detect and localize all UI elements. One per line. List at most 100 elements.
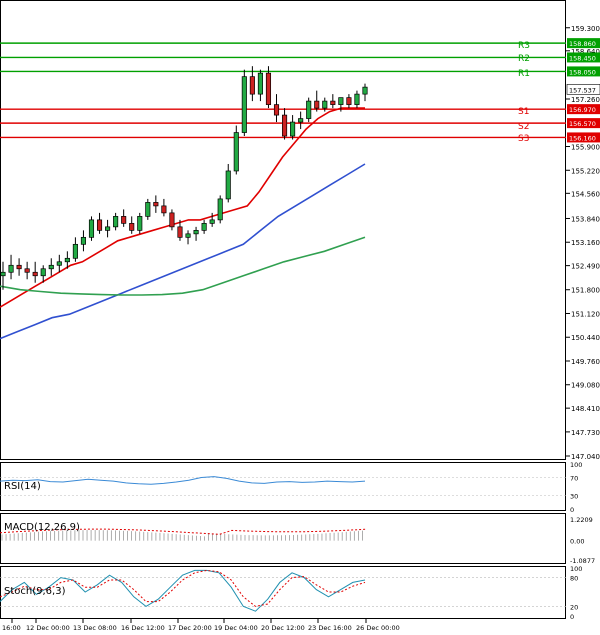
price-tick-label: 159.300 bbox=[571, 25, 600, 33]
candle-body bbox=[153, 202, 159, 207]
candle bbox=[338, 97, 344, 112]
level-price-label: 156.570 bbox=[569, 120, 596, 128]
candle-body bbox=[282, 114, 288, 137]
candle-body bbox=[306, 100, 312, 119]
stoch-axis-label: 0 bbox=[570, 613, 574, 621]
candle bbox=[145, 198, 151, 220]
candle bbox=[282, 108, 288, 140]
candle bbox=[225, 163, 231, 203]
candle-body bbox=[72, 243, 78, 259]
candle-body bbox=[177, 226, 183, 238]
candle bbox=[241, 69, 247, 137]
price-axis: 159.300 158.640 157.260 155.900 155.220 154.5… bbox=[566, 25, 600, 461]
candle bbox=[362, 83, 368, 102]
candle-body bbox=[8, 264, 14, 273]
candle bbox=[40, 265, 46, 283]
candle-body bbox=[113, 216, 119, 228]
candle bbox=[32, 261, 38, 283]
stoch-k-line bbox=[0, 569, 366, 612]
candle-body bbox=[80, 236, 86, 245]
price-tick-label: 154.560 bbox=[571, 190, 600, 198]
time-label: 23 Dec 16:00 bbox=[308, 624, 352, 632]
candle-body bbox=[48, 264, 54, 270]
price-tick-label: 152.490 bbox=[571, 263, 600, 271]
candle-body bbox=[225, 170, 231, 200]
level-price-tag bbox=[567, 132, 600, 143]
price-tick-label: 153.160 bbox=[571, 239, 600, 247]
price-tick-label: 149.760 bbox=[571, 358, 600, 366]
candle-body bbox=[217, 198, 223, 221]
candle bbox=[201, 219, 207, 234]
candle bbox=[105, 219, 111, 238]
macd-axis-label: 1.2209 bbox=[570, 516, 593, 524]
stoch-title: Stoch(9,6,3) bbox=[4, 586, 66, 597]
candle-body bbox=[193, 229, 199, 235]
candle bbox=[265, 66, 272, 109]
current-price-tag bbox=[566, 84, 600, 95]
macd-title: MACD(12,26,9) bbox=[4, 522, 80, 533]
rsi-line bbox=[0, 476, 366, 485]
macd-axis-label: 0.00 bbox=[570, 538, 584, 546]
candle-body bbox=[96, 219, 103, 231]
macd-panel: 1.2209 0.00 -1.0877 MACD(12,26,9) bbox=[0, 516, 595, 565]
stoch-axis-label: 100 bbox=[570, 565, 582, 573]
candle-body bbox=[32, 271, 38, 277]
time-label: 16 Dec 12:00 bbox=[121, 624, 165, 632]
candle bbox=[161, 198, 167, 217]
moving-average-line bbox=[0, 236, 366, 296]
candle bbox=[249, 66, 255, 102]
level-price-label: 156.160 bbox=[569, 134, 596, 142]
level-name-s1: S1 bbox=[518, 107, 529, 117]
level-price-tag bbox=[567, 38, 600, 49]
candle-body bbox=[121, 216, 127, 224]
candle bbox=[330, 94, 336, 109]
price-tick-label: 158.640 bbox=[571, 48, 600, 56]
candle bbox=[129, 216, 135, 234]
support-resistance-levels: 158.860 158.450 158.050 156.970 156.570 156.1… bbox=[0, 38, 600, 144]
candle-body bbox=[40, 268, 46, 277]
candle bbox=[193, 226, 199, 241]
rsi-title: RSI(14) bbox=[4, 481, 41, 492]
candle-body bbox=[362, 86, 368, 95]
rsi-panel-frame bbox=[0, 462, 566, 511]
current-price-label: 157.537 bbox=[569, 86, 596, 94]
candle-body bbox=[314, 100, 320, 109]
candle-body bbox=[233, 132, 239, 172]
moving-average-line bbox=[0, 163, 366, 340]
candle bbox=[121, 209, 127, 227]
candle-body bbox=[16, 264, 22, 270]
level-price-tag bbox=[567, 66, 600, 77]
macd-panel-frame bbox=[0, 513, 566, 564]
price-tick-label: 148.410 bbox=[571, 405, 600, 413]
candle bbox=[290, 115, 296, 140]
candle-body bbox=[201, 223, 207, 231]
candle bbox=[354, 90, 360, 109]
candle bbox=[64, 251, 70, 269]
time-label: 16:00 bbox=[2, 624, 21, 632]
moving-average-line bbox=[0, 107, 365, 308]
candle-body bbox=[346, 97, 352, 105]
rsi-axis-label: 70 bbox=[570, 475, 578, 483]
candle bbox=[96, 212, 103, 234]
candle-body bbox=[24, 268, 30, 273]
candle bbox=[153, 195, 159, 213]
macd-signal-line bbox=[0, 528, 367, 535]
candle-body bbox=[105, 226, 111, 231]
price-tick-label: 147.040 bbox=[571, 453, 600, 461]
level-price-label: 158.050 bbox=[569, 68, 596, 76]
candle-body bbox=[161, 205, 167, 214]
price-tick-label: 151.800 bbox=[571, 287, 600, 295]
candle bbox=[273, 94, 280, 123]
price-tick-label: 147.730 bbox=[571, 429, 600, 437]
level-price-label: 158.450 bbox=[569, 54, 596, 62]
candle bbox=[8, 254, 14, 280]
candle bbox=[137, 212, 143, 234]
rsi-axis-label: 100 bbox=[570, 461, 582, 469]
price-tick-label: 155.220 bbox=[571, 167, 600, 175]
time-label: 13 Dec 08:00 bbox=[73, 624, 117, 632]
time-label: 12 Dec 00:00 bbox=[26, 624, 70, 632]
candle bbox=[56, 254, 62, 273]
level-price-label: 158.860 bbox=[569, 40, 596, 48]
candle bbox=[72, 237, 78, 262]
